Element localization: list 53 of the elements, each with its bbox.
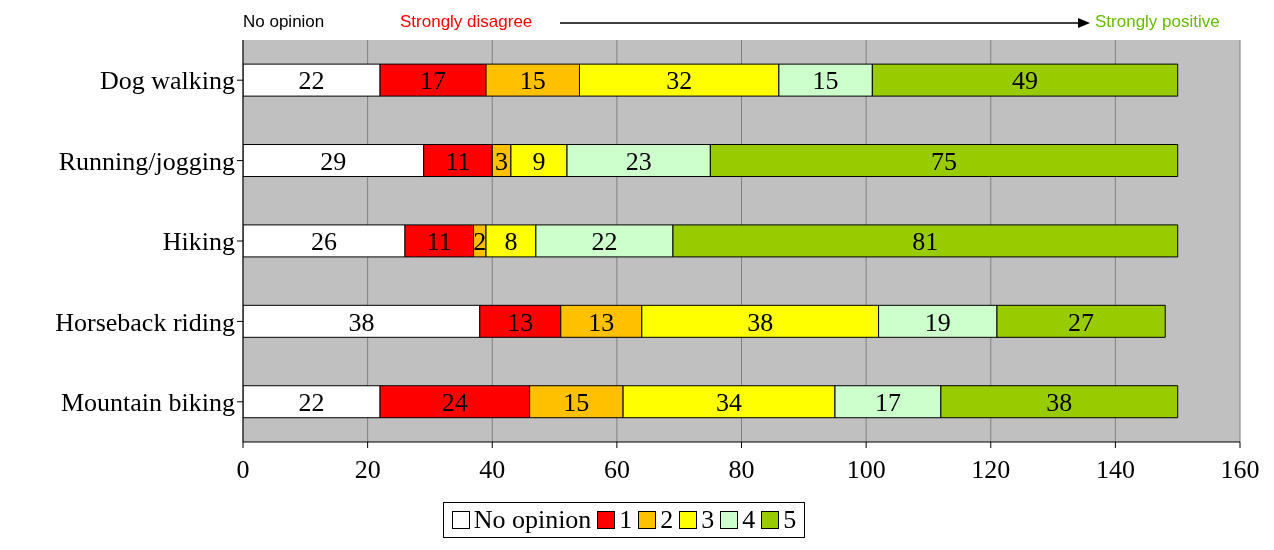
data-label: 13 <box>588 307 615 337</box>
data-label: 32 <box>666 66 693 96</box>
data-label: 24 <box>441 387 468 417</box>
legend-label: 4 <box>742 505 756 535</box>
data-label: 26 <box>311 227 338 257</box>
data-label: 38 <box>1046 387 1073 417</box>
legend-label: 3 <box>701 505 715 535</box>
x-tick-label: 20 <box>354 455 381 485</box>
y-tick-label: Running/jogging <box>58 146 235 176</box>
data-label: 34 <box>716 387 743 417</box>
data-label: 23 <box>625 146 652 176</box>
text: No opinion <box>243 12 325 32</box>
data-label: 19 <box>924 307 951 337</box>
data-label: 75 <box>931 146 958 176</box>
y-tick-label: Hiking <box>162 227 235 257</box>
x-tick-label: 120 <box>971 455 1011 485</box>
x-tick-label: 100 <box>846 455 886 485</box>
data-label: 49 <box>1012 66 1039 96</box>
data-label: 29 <box>320 146 347 176</box>
legend-label: 1 <box>619 505 633 535</box>
x-tick-label: 40 <box>479 455 506 485</box>
data-label: 9 <box>532 146 546 176</box>
data-label: 13 <box>507 307 534 337</box>
text: Strongly disagree <box>400 12 533 32</box>
y-tick-label: Horseback riding <box>55 307 235 337</box>
data-label: 27 <box>1068 307 1095 337</box>
data-label: 8 <box>504 227 518 257</box>
data-label: 22 <box>298 66 325 96</box>
data-label: 17 <box>874 387 901 417</box>
legend-label: 5 <box>783 505 797 535</box>
legend-label: No opinion <box>473 505 592 535</box>
data-label: 22 <box>298 387 325 417</box>
legend-label: 2 <box>660 505 674 535</box>
data-label: 81 <box>912 227 939 257</box>
data-label: 15 <box>519 66 546 96</box>
data-label: 11 <box>445 146 471 176</box>
data-label: 15 <box>563 387 590 417</box>
x-tick-label: 60 <box>603 455 630 485</box>
x-tick-label: 0 <box>236 455 250 485</box>
data-label: 2 <box>473 227 487 257</box>
data-label: 15 <box>812 66 839 96</box>
data-label: 38 <box>348 307 375 337</box>
y-tick-label: Mountain biking <box>60 388 235 418</box>
x-tick-label: 160 <box>1220 455 1260 485</box>
x-tick-label: 140 <box>1095 455 1135 485</box>
data-label: 17 <box>420 66 447 96</box>
data-label: 3 <box>495 146 509 176</box>
data-label: 38 <box>747 307 774 337</box>
text: Strongly positive <box>1095 12 1220 32</box>
y-tick-label: Dog walking <box>99 66 235 96</box>
x-tick-label: 80 <box>728 455 755 485</box>
data-label: 11 <box>426 227 452 257</box>
data-label: 22 <box>591 227 618 257</box>
